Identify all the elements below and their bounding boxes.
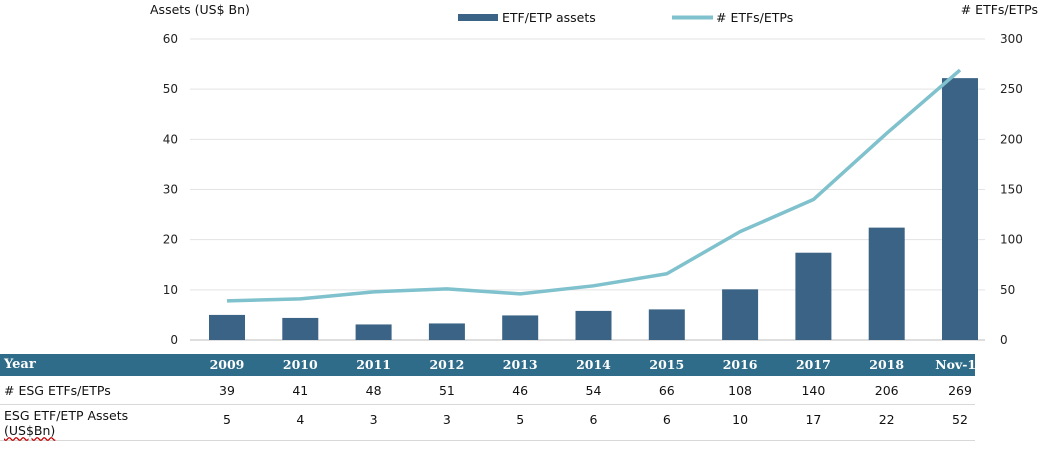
assets-cell: 5 <box>516 412 525 427</box>
row-label-assets: ESG ETF/ETP Assets (US$Bn) <box>4 408 128 438</box>
count-cell: 54 <box>585 383 602 398</box>
count-cell: 269 <box>948 383 972 398</box>
right-axis-title: # ETFs/ETPs <box>961 2 1038 17</box>
left-axis-title: Assets (US$ Bn) <box>150 2 250 17</box>
table-row-count: # ESG ETFs/ETPs 39 41 48 51 46 54 66 108 140 206 2… <box>0 376 975 405</box>
asset-bar <box>722 289 759 340</box>
count-cell: 39 <box>219 383 235 398</box>
count-cell: 108 <box>728 383 753 398</box>
year-header-cell: 2009 <box>209 357 245 372</box>
assets-cell: 4 <box>296 412 305 427</box>
year-header-cell: 2014 <box>576 357 611 372</box>
right-tick-label: 200 <box>1000 132 1023 146</box>
left-axis-ticks: 0 10 20 30 40 50 60 <box>163 32 178 347</box>
left-tick-label: 0 <box>170 333 178 347</box>
legend: ETF/ETP assets # ETFs/ETPs <box>458 10 793 25</box>
asset-bars <box>209 78 978 340</box>
right-tick-label: 100 <box>1000 233 1023 247</box>
legend-bar-swatch <box>458 14 498 21</box>
year-header-cell: 2018 <box>869 357 905 372</box>
count-line-layer <box>226 68 962 303</box>
right-axis-ticks: 0 50 100 150 200 250 300 <box>1000 32 1023 347</box>
year-header-cell: 2016 <box>722 357 758 372</box>
count-cell: 46 <box>512 383 529 398</box>
row-label-count: # ESG ETFs/ETPs <box>4 383 111 398</box>
gridlines <box>190 38 985 341</box>
asset-bar <box>942 78 978 340</box>
year-header-cell: 2015 <box>649 357 685 372</box>
asset-bar <box>502 315 539 340</box>
right-tick-label: 0 <box>1000 333 1008 347</box>
count-cell: 41 <box>292 383 309 398</box>
legend-bar-label: ETF/ETP assets <box>502 10 596 25</box>
legend-line-label: # ETFs/ETPs <box>716 10 793 25</box>
row-label-assets-line1: ESG ETF/ETP Assets <box>4 408 129 423</box>
year-header-cell: 2017 <box>795 357 831 372</box>
assets-cell: 5 <box>223 412 231 427</box>
year-header-band: Year 2009 2010 2011 2012 2013 2014 2015 2016 201… <box>0 354 985 376</box>
esg-etf-chart: 0 10 20 30 40 50 60 0 50 100 150 200 250 300 Assets … <box>150 2 1038 347</box>
left-tick-label: 30 <box>163 183 178 197</box>
assets-cell: 6 <box>589 412 598 427</box>
row-label-assets-line2: (US$Bn) <box>4 423 56 438</box>
assets-cell: 22 <box>878 412 895 427</box>
table-row-assets: ESG ETF/ETP Assets (US$Bn) 5 4 3 3 5 6 6 10 17 22… <box>0 404 975 441</box>
asset-bar <box>209 314 245 340</box>
left-tick-label: 50 <box>163 82 178 96</box>
asset-bar <box>648 309 685 340</box>
right-tick-label: 300 <box>1000 32 1023 46</box>
assets-cell: 10 <box>732 412 749 427</box>
count-line <box>226 68 962 303</box>
count-cell: 48 <box>365 383 382 398</box>
count-cell: 66 <box>658 383 675 398</box>
year-header-cell: 2011 <box>356 357 391 372</box>
assets-cell: 52 <box>952 412 968 427</box>
year-header-cell: 2012 <box>429 357 465 372</box>
left-tick-label: 40 <box>163 132 178 146</box>
year-header-label: Year <box>4 357 36 372</box>
count-cell: 206 <box>874 383 899 398</box>
assets-cell: 17 <box>805 412 822 427</box>
right-tick-label: 150 <box>1000 183 1023 197</box>
year-header-cell: 2013 <box>502 357 538 372</box>
assets-cell: 6 <box>662 412 671 427</box>
right-tick-label: 50 <box>1000 283 1015 297</box>
asset-bar <box>575 310 612 340</box>
assets-cell: 3 <box>442 412 451 427</box>
count-cell: 51 <box>438 383 455 398</box>
asset-bar <box>428 323 465 340</box>
asset-bar <box>795 252 832 340</box>
asset-bar <box>282 317 319 340</box>
left-tick-label: 60 <box>163 32 178 46</box>
year-header-cell: 2010 <box>282 357 318 372</box>
count-cell: 140 <box>801 383 826 398</box>
right-tick-label: 250 <box>1000 82 1023 96</box>
year-header-cell: Nov-19 <box>935 357 985 372</box>
asset-bar <box>355 324 392 340</box>
assets-cell: 3 <box>369 412 378 427</box>
left-tick-label: 20 <box>163 233 178 247</box>
asset-bar <box>868 227 905 340</box>
left-tick-label: 10 <box>163 283 178 297</box>
